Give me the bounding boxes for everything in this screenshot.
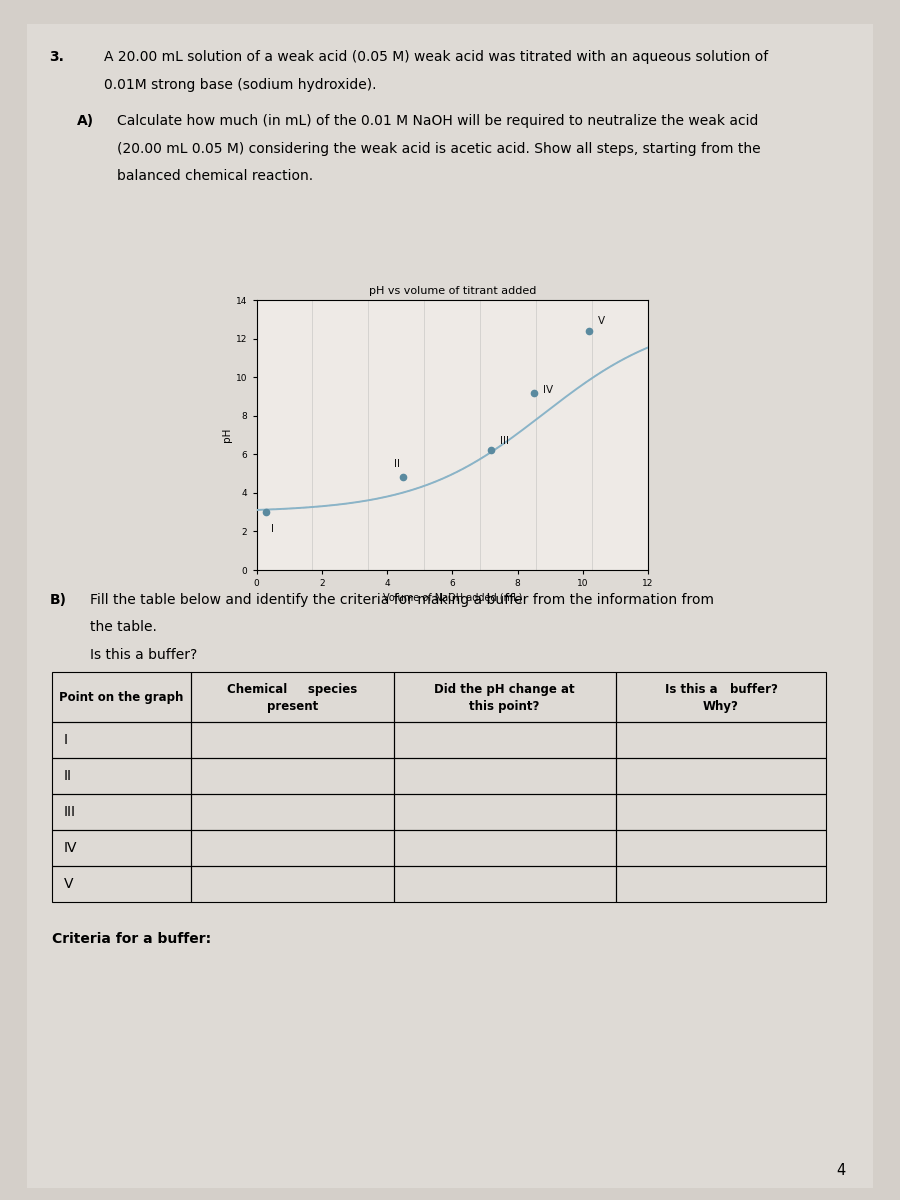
Bar xyxy=(191,722,393,758)
Bar xyxy=(52,830,191,866)
Text: present: present xyxy=(266,700,318,713)
Text: Calculate how much (in mL) of the 0.01 M NaOH will be required to neutralize the: Calculate how much (in mL) of the 0.01 M… xyxy=(117,114,759,128)
Text: Point on the graph: Point on the graph xyxy=(59,691,184,703)
Y-axis label: pH: pH xyxy=(221,428,232,442)
Text: 0.01M strong base (sodium hydroxide).: 0.01M strong base (sodium hydroxide). xyxy=(104,78,376,92)
Text: 4: 4 xyxy=(837,1164,846,1178)
Text: I: I xyxy=(64,733,68,748)
Text: IV: IV xyxy=(543,385,553,395)
Text: III: III xyxy=(500,436,508,445)
Text: Is this a buffer?: Is this a buffer? xyxy=(90,648,197,662)
Bar xyxy=(393,722,616,758)
Bar xyxy=(616,722,826,758)
Bar xyxy=(616,672,826,722)
Text: Chemical     species: Chemical species xyxy=(227,683,357,696)
Text: IV: IV xyxy=(64,841,77,856)
Text: Why?: Why? xyxy=(703,700,739,713)
Text: the table.: the table. xyxy=(90,620,157,635)
Bar xyxy=(393,672,616,722)
Bar xyxy=(616,758,826,794)
Text: Is this a   buffer?: Is this a buffer? xyxy=(664,683,778,696)
Text: A 20.00 mL solution of a weak acid (0.05 M) weak acid was titrated with an aqueo: A 20.00 mL solution of a weak acid (0.05… xyxy=(104,50,768,65)
Text: V: V xyxy=(598,317,606,326)
Bar xyxy=(616,866,826,902)
Bar xyxy=(52,794,191,830)
Text: this point?: this point? xyxy=(470,700,540,713)
Bar xyxy=(191,866,393,902)
Bar xyxy=(616,794,826,830)
Text: B): B) xyxy=(50,593,67,607)
Bar xyxy=(393,866,616,902)
Text: 3.: 3. xyxy=(50,50,65,65)
Title: pH vs volume of titrant added: pH vs volume of titrant added xyxy=(369,287,536,296)
Text: III: III xyxy=(64,805,76,820)
Text: (20.00 mL 0.05 M) considering the weak acid is acetic acid. Show all steps, star: (20.00 mL 0.05 M) considering the weak a… xyxy=(117,142,760,156)
Text: V: V xyxy=(64,877,74,892)
Bar xyxy=(393,830,616,866)
Text: balanced chemical reaction.: balanced chemical reaction. xyxy=(117,169,313,184)
Bar xyxy=(52,758,191,794)
Bar xyxy=(52,722,191,758)
Text: II: II xyxy=(64,769,72,784)
Text: A): A) xyxy=(76,114,94,128)
Bar xyxy=(393,794,616,830)
Bar xyxy=(616,830,826,866)
Bar xyxy=(52,672,191,722)
Text: Criteria for a buffer:: Criteria for a buffer: xyxy=(52,932,212,947)
Bar xyxy=(393,758,616,794)
Text: Fill the table below and identify the criteria for making a buffer from the info: Fill the table below and identify the cr… xyxy=(90,593,714,607)
Bar xyxy=(191,672,393,722)
Text: II: II xyxy=(393,458,400,469)
Bar xyxy=(191,830,393,866)
Text: I: I xyxy=(271,523,274,534)
X-axis label: Volume of NaOH added (mL): Volume of NaOH added (mL) xyxy=(382,592,522,602)
Bar xyxy=(191,758,393,794)
Text: Did the pH change at: Did the pH change at xyxy=(435,683,575,696)
Bar xyxy=(191,794,393,830)
Bar xyxy=(52,866,191,902)
